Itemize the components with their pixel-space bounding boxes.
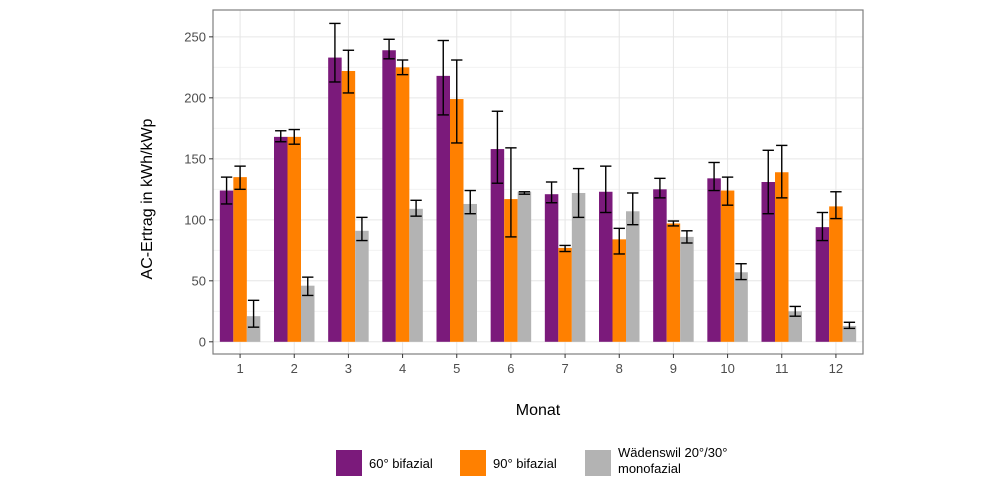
bar bbox=[544, 194, 559, 342]
x-tick-label: 5 bbox=[453, 361, 460, 376]
bar bbox=[219, 190, 234, 342]
x-tick-label: 10 bbox=[720, 361, 734, 376]
y-tick-label: 200 bbox=[184, 90, 206, 105]
bar bbox=[571, 192, 586, 342]
bars bbox=[219, 50, 857, 342]
x-tick-label: 12 bbox=[829, 361, 843, 376]
bar bbox=[504, 199, 518, 342]
x-tick-label: 8 bbox=[616, 361, 623, 376]
x-axis-title: Monat bbox=[516, 402, 561, 419]
x-tick-label: 1 bbox=[236, 361, 243, 376]
y-tick-label: 250 bbox=[184, 29, 206, 44]
bar bbox=[612, 239, 626, 342]
bar bbox=[355, 230, 369, 342]
bar bbox=[328, 57, 342, 342]
x-tick-label: 9 bbox=[670, 361, 677, 376]
x-tick-label: 4 bbox=[399, 361, 406, 376]
bar bbox=[274, 136, 288, 342]
bar bbox=[301, 285, 315, 342]
bar bbox=[775, 172, 789, 342]
x-tick-label: 6 bbox=[507, 361, 514, 376]
x-tick-label: 3 bbox=[345, 361, 352, 376]
bar bbox=[842, 325, 857, 342]
bar bbox=[490, 149, 505, 342]
x-tick-label: 11 bbox=[775, 361, 789, 376]
bar bbox=[395, 67, 410, 342]
bar bbox=[436, 75, 450, 342]
bar bbox=[341, 70, 356, 342]
x-tick-label: 7 bbox=[561, 361, 568, 376]
bar bbox=[599, 191, 613, 342]
legend-label: 60° bifazial bbox=[369, 456, 433, 471]
plot-panel-border bbox=[212, 9, 864, 355]
y-axis-ticks: 0 50 100 150 200 250 bbox=[184, 29, 213, 349]
legend: 60° bifazial 90° bifazial Wädenswil 20°/30… bbox=[336, 445, 727, 476]
bar bbox=[761, 182, 775, 342]
bar bbox=[653, 189, 667, 342]
bar bbox=[382, 50, 396, 342]
bar bbox=[707, 178, 721, 342]
y-axis-title: AC-Ertrag in kWh/kWp bbox=[139, 118, 156, 279]
legend-item: 60° bifazial bbox=[336, 450, 433, 476]
bar bbox=[246, 316, 261, 342]
error-bars bbox=[220, 22, 856, 330]
bar bbox=[734, 272, 748, 342]
y-tick-label: 150 bbox=[184, 151, 206, 166]
bar bbox=[517, 191, 532, 342]
y-tick-label: 100 bbox=[184, 212, 206, 227]
bar bbox=[815, 227, 830, 342]
legend-item: Wädenswil 20°/30° monofazial bbox=[585, 445, 727, 476]
legend-label: Wädenswil 20°/30° monofazial bbox=[618, 445, 727, 476]
bar bbox=[680, 236, 694, 342]
bar bbox=[558, 247, 572, 342]
x-tick-label: 2 bbox=[291, 361, 298, 376]
legend-item: 90° bifazial bbox=[460, 450, 557, 476]
bar bbox=[788, 311, 802, 342]
bar bbox=[666, 223, 681, 342]
bar bbox=[626, 211, 640, 342]
bar bbox=[287, 136, 301, 342]
x-axis-ticks: 1 2 3 4 5 6 7 8 9 10 11 12 bbox=[236, 354, 843, 376]
legend-key bbox=[460, 450, 486, 476]
bar bbox=[463, 203, 477, 342]
legend-key bbox=[585, 450, 611, 476]
bar bbox=[450, 99, 464, 342]
bar bbox=[829, 206, 843, 342]
legend-key bbox=[336, 450, 362, 476]
bar bbox=[720, 190, 735, 342]
bar bbox=[409, 208, 423, 342]
y-tick-label: 0 bbox=[199, 334, 206, 349]
y-tick-label: 50 bbox=[192, 273, 206, 288]
bar bbox=[233, 177, 247, 342]
legend-label: 90° bifazial bbox=[493, 456, 557, 471]
